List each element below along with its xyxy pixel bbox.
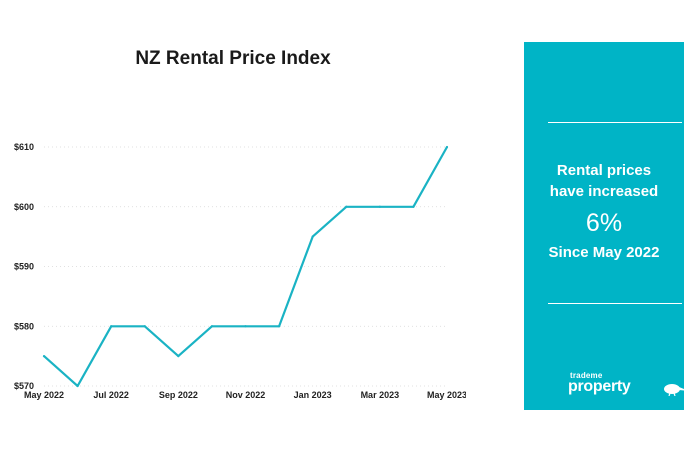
- x-tick-label: Mar 2023: [361, 390, 400, 400]
- y-tick-label: $590: [14, 262, 34, 272]
- summary-line-1: Rental prices: [556, 162, 652, 179]
- data-point: [277, 325, 281, 328]
- data-point: [143, 325, 146, 328]
- data-point: [210, 325, 214, 328]
- x-tick-label: May 2023: [427, 390, 466, 400]
- summary-text: Rental prices have increased 6% Since Ma…: [524, 160, 684, 263]
- data-point: [445, 145, 449, 149]
- y-tick-label: $580: [14, 321, 34, 331]
- data-point: [110, 325, 113, 328]
- kiwi-bird-icon: [664, 384, 685, 396]
- data-point: [311, 235, 314, 238]
- panel-top-divider: [548, 122, 682, 123]
- x-tick-label: Jan 2023: [294, 390, 332, 400]
- data-point: [177, 355, 180, 358]
- y-tick-label: $610: [14, 142, 34, 152]
- brand-small-text: trademe: [570, 371, 603, 380]
- data-point: [412, 205, 415, 208]
- line-chart: $570 $580 $590 $600 $610 May 2022 Jul 2022 Sep…: [14, 142, 466, 400]
- x-tick-label: Sep 2022: [159, 390, 198, 400]
- data-point: [345, 205, 348, 208]
- data-point: [244, 325, 247, 328]
- brand-main-text: property: [568, 378, 631, 395]
- y-tick-label: $570: [14, 381, 34, 391]
- x-tick-label: Nov 2022: [226, 390, 266, 400]
- data-point: [42, 355, 46, 358]
- increase-percent: 6%: [585, 209, 623, 237]
- panel-bottom-divider: [548, 303, 682, 304]
- data-point: [378, 205, 381, 208]
- summary-line-2: have increased: [549, 183, 659, 200]
- since-date: Since May 2022: [548, 244, 660, 261]
- y-tick-label: $600: [14, 202, 34, 212]
- data-point: [76, 384, 79, 388]
- chart-title: NZ Rental Price Index: [135, 48, 331, 69]
- summary-panel: Rental prices have increased 6% Since Ma…: [524, 42, 685, 410]
- x-tick-label: May 2022: [24, 390, 64, 400]
- x-tick-label: Jul 2022: [93, 390, 129, 400]
